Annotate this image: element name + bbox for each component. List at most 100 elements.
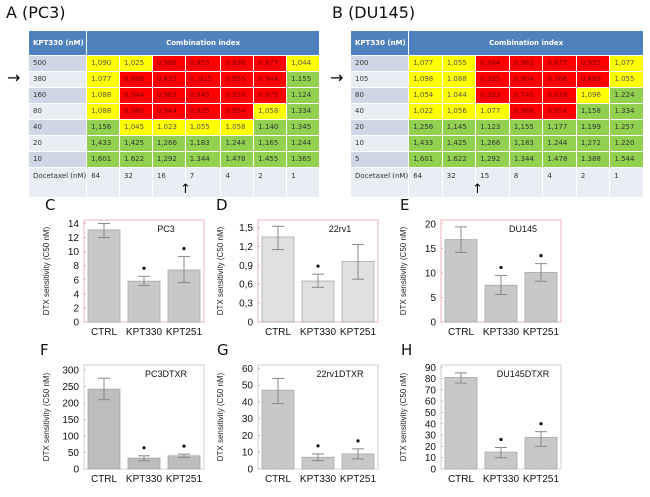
ci-cell: 0.935 xyxy=(185,104,221,119)
bar-ctrl xyxy=(444,377,478,470)
ci-cell: 0,944 xyxy=(120,88,152,103)
y-tick-label: 6 xyxy=(73,275,79,286)
ci-cell: 1,096 xyxy=(576,88,610,103)
ci-cell: 1.244 xyxy=(221,136,254,151)
ci-cell: 1.199 xyxy=(576,120,610,135)
x-tick-label: KPT251 xyxy=(340,327,377,338)
ci-cell: 1,158 xyxy=(576,104,610,119)
docetaxel-dose: 2 xyxy=(576,168,610,197)
y-tick-label: 40 xyxy=(242,397,254,408)
table-row: 40 1,022 1,056 1.077 0.988 0.954 1,158 1.334 xyxy=(351,104,643,119)
y-tick-label: 10 xyxy=(425,268,437,279)
significance-marker xyxy=(182,246,186,251)
x-tick-label: CTRL xyxy=(91,327,118,338)
x-tick-label: CTRL xyxy=(448,474,475,485)
y-axis-label: DTX sensitivity (C50 nM) xyxy=(399,226,408,315)
y-tick-label: 70 xyxy=(425,385,437,396)
docetaxel-dose: 32 xyxy=(120,168,152,197)
x-tick-label: KPT330 xyxy=(126,327,163,338)
ci-cell: 1.124 xyxy=(287,88,319,103)
docetaxel-dose: 64 xyxy=(409,168,442,197)
ci-cell: 1.344 xyxy=(185,152,221,167)
table-row: 5 1,601 1.622 1,292 1.344 1.478 1.388 1.544 xyxy=(351,152,643,167)
bar-ctrl xyxy=(444,239,478,323)
ci-cell: 1.155 xyxy=(287,72,319,87)
ci-cell: 0.855 xyxy=(185,56,221,71)
ci-cell: 1.244 xyxy=(543,136,576,151)
ci-cell: 1.345 xyxy=(287,120,319,135)
x-tick-label: CTRL xyxy=(448,327,475,338)
y-tick-label: 10 xyxy=(242,448,254,459)
bar-ctrl xyxy=(87,388,121,470)
ci-cell: 1.478 xyxy=(543,152,576,167)
ci-cell: 0.944 xyxy=(254,72,287,87)
bar-chart-du145: DTX sensitivity (C50 nM) 0 5 10 15 20 DU145 CTR… xyxy=(399,219,562,338)
docetaxel-dose: 7 xyxy=(185,168,221,197)
significance-marker xyxy=(539,254,543,258)
y-tick-label: 5 xyxy=(430,293,436,304)
ci-cell: 1,183 xyxy=(509,136,543,151)
ci-cell: 1,183 xyxy=(185,136,221,151)
ci-cell: 1,055 xyxy=(185,120,221,135)
chart-title: DU145 xyxy=(509,224,537,234)
x-tick-label: KPT251 xyxy=(340,474,377,485)
x-tick-label: CTRL xyxy=(91,474,118,485)
ci-cell: 0.955 xyxy=(576,56,610,71)
y-tick-label: 0 xyxy=(247,465,253,476)
ci-cell: 0.975 xyxy=(254,88,287,103)
row-header: KPT330 (nM) xyxy=(29,31,87,55)
ci-cell: 1.344 xyxy=(509,152,543,167)
ci-cell: 1,266 xyxy=(152,136,185,151)
table-row: 10 1,433 1,425 1,266 1,183 1.244 1,272 1.220 xyxy=(351,136,643,151)
y-tick-label: 50 xyxy=(68,448,80,459)
y-tick-label: 10 xyxy=(68,247,80,258)
chart-title: 22rv1DTXR xyxy=(316,369,364,379)
y-tick-label: 1,2 xyxy=(239,242,253,253)
ci-cell: 1.334 xyxy=(287,104,319,119)
panel-label-b: B (DU145) xyxy=(332,3,416,22)
panel-label-f: F xyxy=(40,341,49,359)
ci-cell: 1.622 xyxy=(442,152,476,167)
ci-cell: 1,272 xyxy=(576,136,610,151)
y-tick-label: 8 xyxy=(73,261,79,272)
ci-cell: 1,054 xyxy=(409,88,442,103)
ci-cell: 1.077 xyxy=(87,72,120,87)
ci-cell: 1.023 xyxy=(152,120,185,135)
x-tick-label: KPT330 xyxy=(483,327,520,338)
bar-chart-22rv1: DTX sensitivity (C50 nM) 0 0,3 0,6 0,9 1,2 1,5… xyxy=(216,219,379,338)
y-tick-label: 1,5 xyxy=(239,223,253,234)
ci-cell: 0.955 xyxy=(221,72,254,87)
y-tick-label: 200 xyxy=(62,398,79,409)
docetaxel-dose: 15 xyxy=(476,168,509,197)
bar-chart-pc3dtxr: DTX sensitivity (C50 nM) 0 50 100 150 200 250 3… xyxy=(42,364,205,485)
ci-cell: 0.804 xyxy=(509,72,543,87)
x-tick-label: CTRL xyxy=(265,474,292,485)
docetaxel-dose: 32 xyxy=(442,168,476,197)
ci-cell: 1,045 xyxy=(120,120,152,135)
row-label: 20 xyxy=(351,120,409,135)
ci-cell: 1,165 xyxy=(254,136,287,151)
ci-cell: 0.954 xyxy=(543,104,576,119)
y-tick-label: 20 xyxy=(425,442,437,453)
ci-cell: 0.945 xyxy=(185,88,221,103)
y-tick-label: 0 xyxy=(73,465,79,476)
ci-cell: 0.962 xyxy=(152,88,185,103)
column-arrow-icon: ↑ xyxy=(180,182,191,197)
combination-index-table-du145: KPT330 (nM) Combination index 200 1,077 1,05… xyxy=(350,30,644,198)
row-label: 160 xyxy=(29,88,87,103)
ci-cell: 1,601 xyxy=(409,152,442,167)
y-axis-label: DTX sensitivity (C50 nM) xyxy=(42,372,51,461)
bar-kpt330 xyxy=(127,280,161,323)
panel-label-a: A (PC3) xyxy=(6,3,66,22)
ci-cell: 0.877 xyxy=(254,56,287,71)
ci-cell: 0,933 xyxy=(476,88,509,103)
significance-marker xyxy=(182,444,186,448)
row-label: 40 xyxy=(29,120,87,135)
ci-cell: 1.058 xyxy=(221,120,254,135)
docetaxel-dose: 1 xyxy=(287,168,319,197)
x-tick-label: KPT251 xyxy=(166,327,203,338)
ci-cell: 1,077 xyxy=(610,56,643,71)
ci-cell: 1,177 xyxy=(543,120,576,135)
significance-marker xyxy=(499,437,503,442)
ci-cell: 0.928 xyxy=(221,88,254,103)
